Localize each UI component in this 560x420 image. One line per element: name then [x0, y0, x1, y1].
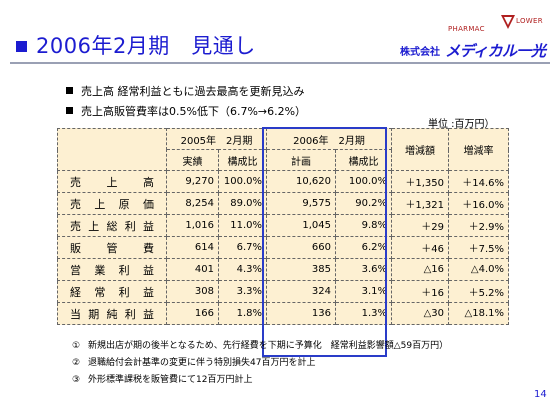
cell-plan-ratio: 3.1% [335, 280, 392, 303]
cell-plan-ratio: 90.2% [335, 192, 392, 215]
cell-plan: 324 [266, 280, 336, 303]
footnote: ① 新規出店が期の後半となるため、先行経費を下期に予算化 経常利益影響額△59百万… [72, 341, 449, 351]
cell-actual: 401 [166, 258, 219, 281]
cell-change-rate: △18.1% [448, 302, 509, 325]
cell-plan: 385 [266, 258, 336, 281]
company-name: メディカル一光 [445, 42, 546, 60]
cell-plan-ratio: 100.0% [335, 170, 392, 193]
brand-text-right: LOWER [516, 17, 543, 25]
header-plan: 計画 [266, 149, 336, 171]
footnote: ③ 外形標準課税を販管費にて12百万円計上 [72, 375, 253, 385]
company-prefix: 株式会社 [400, 47, 440, 58]
company-logo: 株式会社 メディカル一光 [400, 40, 546, 61]
header-fy2006: 2006年 2月期 [266, 128, 392, 150]
cell-plan: 136 [266, 302, 336, 325]
cell-actual: 8,254 [166, 192, 219, 215]
cell-actual-ratio: 1.8% [218, 302, 267, 325]
table-row: 営業利益 401 4.3% 385 3.6% △16 △4.0% [57, 258, 509, 281]
cell-plan: 660 [266, 236, 336, 259]
cell-change-rate: ＋5.2% [448, 280, 509, 303]
row-label: 当期純利益 [57, 302, 167, 325]
cell-change-amount: ＋16 [391, 280, 449, 303]
row-label: 売上総利益 [57, 214, 167, 237]
cell-plan: 9,575 [266, 192, 336, 215]
header-actual-ratio: 構成比 [218, 149, 267, 171]
bullet-item: 売上高 経常利益ともに過去最高を更新見込み [66, 82, 306, 102]
cell-actual-ratio: 3.3% [218, 280, 267, 303]
cell-change-amount: ＋46 [391, 236, 449, 259]
cell-actual-ratio: 6.7% [218, 236, 267, 259]
cell-actual-ratio: 89.0% [218, 192, 267, 215]
bullet-square-icon [66, 87, 73, 94]
footnote: ② 退職給付会計基準の変更に伴う特別損失47百万円を計上 [72, 358, 316, 368]
brand-text-left: PHARMAC [448, 25, 485, 33]
cell-change-rate: ＋14.6% [448, 170, 509, 193]
forecast-table: 2005年 2月期 2006年 2月期 増減額 増減率 実績 構成比 計画 構成… [57, 128, 509, 325]
header-blank [57, 128, 167, 171]
cell-change-rate: ＋7.5% [448, 236, 509, 259]
header-change-amount: 増減額 [391, 128, 449, 171]
page-title: 2006年2月期 見通し [36, 34, 256, 58]
title-divider [10, 62, 550, 64]
row-label: 販管費 [57, 236, 167, 259]
cell-plan-ratio: 1.3% [335, 302, 392, 325]
cell-change-rate: △4.0% [448, 258, 509, 281]
title-bullet-square [16, 41, 27, 52]
cell-actual: 1,016 [166, 214, 219, 237]
cell-actual: 308 [166, 280, 219, 303]
header-plan-ratio: 構成比 [335, 149, 392, 171]
unit-label: 単位 :百万円） [428, 119, 495, 130]
flower-logo-icon [501, 15, 515, 29]
cell-actual: 9,270 [166, 170, 219, 193]
cell-change-amount: ＋1,321 [391, 192, 449, 215]
brand-logo: PHARMAC LOWER [448, 14, 553, 34]
bullet-square-icon [66, 107, 73, 114]
header-fy2005: 2005年 2月期 [166, 128, 267, 150]
cell-plan-ratio: 3.6% [335, 258, 392, 281]
row-label: 営業利益 [57, 258, 167, 281]
cell-plan-ratio: 9.8% [335, 214, 392, 237]
cell-change-amount: ＋1,350 [391, 170, 449, 193]
row-label: 経常利益 [57, 280, 167, 303]
header-change-rate: 増減率 [448, 128, 509, 171]
table-row: 売上原価 8,254 89.0% 9,575 90.2% ＋1,321 ＋16.0% [57, 192, 509, 215]
cell-change-rate: ＋2.9% [448, 214, 509, 237]
cell-actual-ratio: 100.0% [218, 170, 267, 193]
cell-change-rate: ＋16.0% [448, 192, 509, 215]
cell-actual: 614 [166, 236, 219, 259]
footnotes: ① 新規出店が期の後半となるため、先行経費を下期に予算化 経常利益影響額△59百万… [72, 338, 448, 389]
cell-plan: 1,045 [266, 214, 336, 237]
cell-actual: 166 [166, 302, 219, 325]
table-row: 売上高 9,270 100.0% 10,620 100.0% ＋1,350 ＋14.6% [57, 170, 509, 193]
cell-actual-ratio: 11.0% [218, 214, 267, 237]
cell-plan-ratio: 6.2% [335, 236, 392, 259]
table-row: 経常利益 308 3.3% 324 3.1% ＋16 ＋5.2% [57, 280, 509, 303]
cell-plan: 10,620 [266, 170, 336, 193]
header-actual: 実績 [166, 149, 219, 171]
cell-change-amount: ＋29 [391, 214, 449, 237]
bullet-item: 売上高販管費率は0.5%低下（6.7%→6.2%） [66, 102, 306, 122]
table-row: 売上総利益 1,016 11.0% 1,045 9.8% ＋29 ＋2.9% [57, 214, 509, 237]
cell-change-amount: △30 [391, 302, 449, 325]
row-label: 売上高 [57, 170, 167, 193]
summary-bullets: 売上高 経常利益ともに過去最高を更新見込み 売上高販管費率は0.5%低下（6.7… [66, 82, 306, 122]
cell-actual-ratio: 4.3% [218, 258, 267, 281]
page-number: 14 [534, 389, 547, 400]
table-row: 販管費 614 6.7% 660 6.2% ＋46 ＋7.5% [57, 236, 509, 259]
row-label: 売上原価 [57, 192, 167, 215]
table-row: 当期純利益 166 1.8% 136 1.3% △30 △18.1% [57, 302, 509, 325]
subheader-row: 実績 構成比 計画 構成比 [58, 149, 509, 171]
cell-change-amount: △16 [391, 258, 449, 281]
header-row: 2005年 2月期 2006年 2月期 増減額 増減率 [57, 128, 509, 171]
